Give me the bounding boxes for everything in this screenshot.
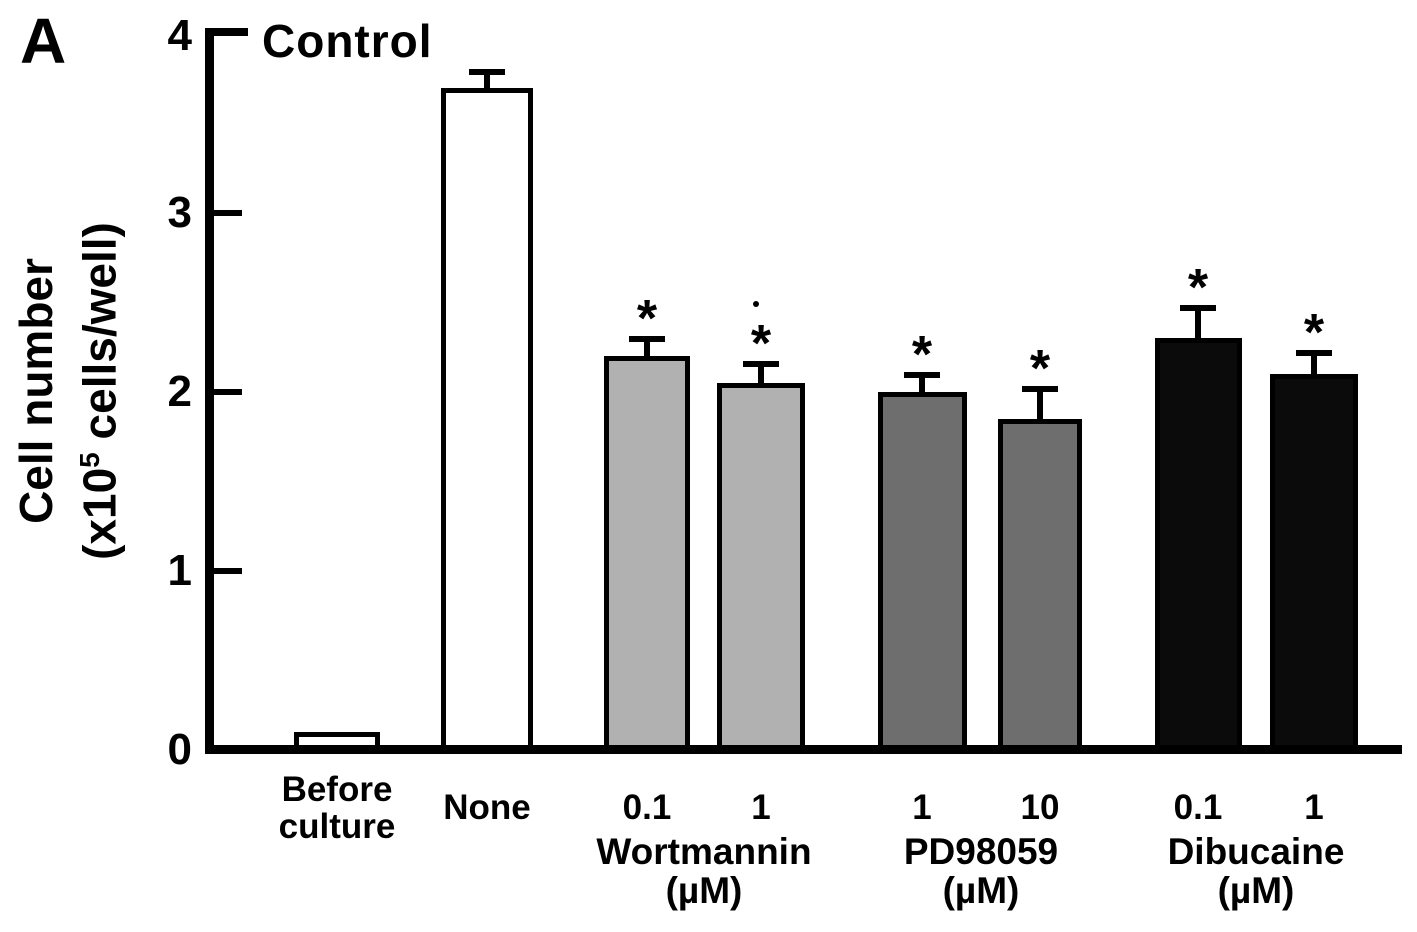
error-bar-cap-dibucaine-0.1 <box>1180 305 1216 312</box>
error-bar-stem-none <box>484 73 490 88</box>
error-bar-cap-wortmannin-0.1 <box>629 335 665 342</box>
y-tick-label-1: 1 <box>167 546 192 595</box>
y-axis-title-superscript: 5 <box>74 452 105 468</box>
error-bar-cap-wortmannin-1 <box>743 360 779 367</box>
x-tick-label-none-line1: None <box>443 788 531 827</box>
x-tick-label-dibucaine-1-line1: 1 <box>1304 788 1324 827</box>
y-tick-label-4: 4 <box>167 11 192 60</box>
error-bar-stem-dibucaine-0.1 <box>1195 309 1201 339</box>
x-axis-line <box>205 745 1402 754</box>
x-tick-label-before-culture-line2: culture <box>278 807 396 846</box>
bar-pd98059-1 <box>877 392 967 753</box>
error-bar-stem-pd98059-10 <box>1037 390 1043 419</box>
x-tick-label-dibucaine-0.1-line1: 0.1 <box>1173 788 1223 827</box>
x-tick-label-wortmannin-1-line1: 1 <box>751 788 771 827</box>
significance-asterisk-dibucaine-1: * <box>1303 304 1325 363</box>
stray-dot-wortmannin-1 <box>753 300 759 307</box>
error-bar-stem-pd98059-1 <box>919 375 925 392</box>
y-tick-3 <box>214 210 242 216</box>
y-tick-2 <box>214 389 242 395</box>
y-axis-title-line1: Cell number <box>10 258 62 524</box>
significance-asterisk-pd98059-1: * <box>911 325 933 384</box>
y-tick-label-3: 3 <box>167 188 192 237</box>
bar-none <box>441 87 533 753</box>
group-label-pd98059: PD98059 <box>903 831 1059 872</box>
y-tick-label-0: 0 <box>167 725 192 774</box>
error-bar-stem-wortmannin-0.1 <box>644 339 650 357</box>
error-bar-cap-pd98059-10 <box>1022 386 1058 392</box>
error-bar-stem-dibucaine-1 <box>1311 354 1317 375</box>
x-tick-label-before-culture-line1: Before <box>281 770 393 809</box>
group-unit-wortmannin: (µM) <box>665 870 743 911</box>
error-bar-cap-none <box>469 69 505 76</box>
error-bar-stem-wortmannin-1 <box>758 364 764 384</box>
bar-pd98059-10 <box>998 418 1082 753</box>
group-label-wortmannin: Wortmannin <box>596 831 812 872</box>
y-tick-4 <box>205 28 248 36</box>
bar-wortmannin-1 <box>717 383 805 753</box>
significance-asterisk-pd98059-10: * <box>1029 340 1051 398</box>
x-tick-label-pd98059-10-line1: 10 <box>1020 788 1060 827</box>
group-unit-pd98059: (µM) <box>942 870 1020 911</box>
y-tick-label-2: 2 <box>167 367 192 416</box>
significance-asterisk-wortmannin-1: * <box>750 314 772 373</box>
error-bar-cap-dibucaine-1 <box>1296 350 1332 357</box>
bar-dibucaine-1 <box>1270 374 1358 753</box>
x-tick-label-wortmannin-0.1-line1: 0.1 <box>622 788 672 827</box>
bar-dibucaine-0.1 <box>1154 338 1242 753</box>
group-label-dibucaine: Dibucaine <box>1167 831 1345 872</box>
y-axis-line <box>205 28 214 754</box>
significance-asterisk-wortmannin-0.1: * <box>636 289 658 348</box>
control-annotation: Control <box>262 15 433 67</box>
y-tick-1 <box>214 568 242 574</box>
bar-wortmannin-0.1 <box>604 356 690 753</box>
group-unit-dibucaine: (µM) <box>1217 870 1295 911</box>
significance-asterisk-dibucaine-0.1: * <box>1187 259 1209 318</box>
error-bar-cap-pd98059-1 <box>904 371 940 378</box>
panel-label: A <box>20 5 67 77</box>
x-tick-label-pd98059-1-line1: 1 <box>912 788 932 827</box>
